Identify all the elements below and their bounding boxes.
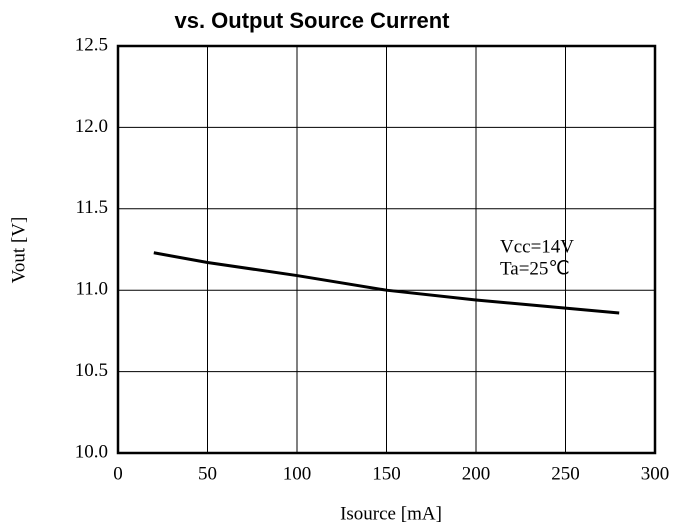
x-tick-label: 300 <box>641 463 670 484</box>
annotation: Vcc=14V <box>500 236 574 257</box>
x-tick-label: 200 <box>462 463 491 484</box>
y-tick-label: 11.5 <box>75 197 108 218</box>
y-tick-label: 12.5 <box>75 34 108 55</box>
y-tick-label: 10.5 <box>75 360 108 381</box>
x-tick-label: 150 <box>372 463 401 484</box>
y-tick-label: 10.0 <box>75 441 108 462</box>
data-line <box>153 251 620 315</box>
x-axis-label: Isource [mA] <box>340 503 442 524</box>
plot-frame <box>116 44 657 455</box>
x-tick-label: 250 <box>551 463 580 484</box>
x-tick-label: 0 <box>113 463 123 484</box>
chart-title: vs. Output Source Current <box>174 8 450 33</box>
y-tick-label: 12.0 <box>75 116 108 137</box>
x-tick-label: 50 <box>198 463 217 484</box>
y-axis-label: Vout [V] <box>8 217 29 284</box>
y-tick-label: 11.0 <box>75 279 108 300</box>
annotation: Ta=25℃ <box>500 258 570 279</box>
x-tick-label: 100 <box>283 463 312 484</box>
